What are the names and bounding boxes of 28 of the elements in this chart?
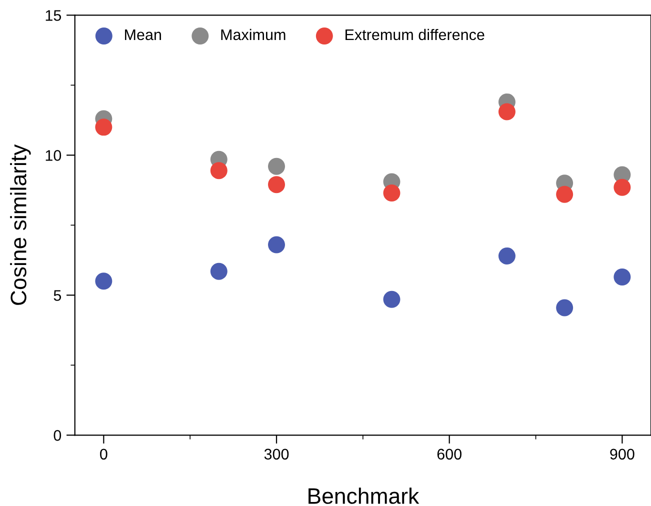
point: [383, 184, 400, 202]
point: [268, 158, 286, 175]
y-tick-label: 0: [54, 430, 62, 441]
x-axis-title: Benchmark: [308, 488, 420, 504]
x-tick-label: 900: [610, 448, 634, 460]
point: [498, 103, 516, 120]
point: [556, 299, 574, 316]
y-axis-title: Cosine similarity: [10, 144, 31, 305]
point: [498, 247, 516, 264]
legend-label: Mean: [125, 29, 161, 40]
legend-label: Extremum difference: [346, 28, 484, 40]
point: [268, 236, 286, 254]
y-tick-label: 10: [46, 150, 62, 161]
point: [614, 178, 631, 196]
legend-label: Maximum: [221, 28, 286, 40]
y-tick-label: 5: [54, 290, 62, 301]
point: [268, 176, 286, 194]
point: [210, 162, 228, 180]
x-tick-label: 300: [264, 448, 289, 460]
x-tick-label: 600: [437, 448, 462, 460]
y-tick-label: 15: [46, 10, 62, 21]
point: [383, 290, 400, 308]
point: [556, 186, 574, 203]
point: [95, 272, 112, 290]
x-tick-label: 0: [100, 448, 108, 460]
point: [210, 262, 228, 280]
point: [95, 118, 112, 136]
point: [614, 268, 631, 286]
